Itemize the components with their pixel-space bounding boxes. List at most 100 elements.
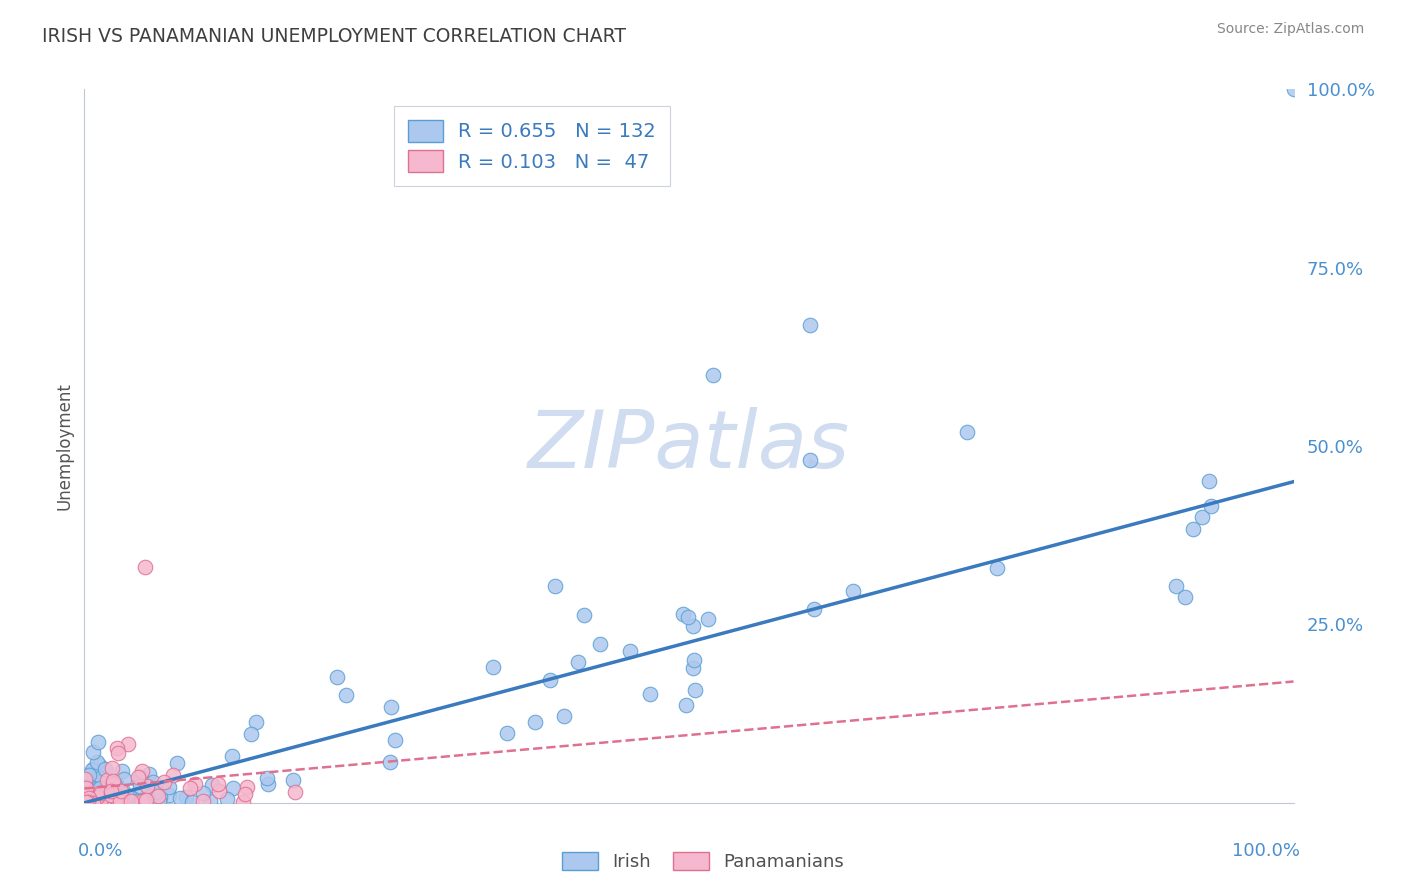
Point <box>89 772 111 786</box>
Text: ZIPatlas: ZIPatlas <box>527 407 851 485</box>
Point <box>482 660 505 674</box>
Point <box>496 725 519 739</box>
Point <box>524 714 547 729</box>
Point <box>112 791 135 805</box>
Point <box>120 794 142 808</box>
Point <box>77 767 100 781</box>
Point <box>75 794 97 808</box>
Point <box>378 755 401 769</box>
Point <box>675 698 697 712</box>
Point <box>1191 510 1213 524</box>
Point <box>682 661 704 675</box>
Point <box>107 746 129 760</box>
Point <box>107 792 129 806</box>
Point <box>75 795 97 809</box>
Point <box>76 790 98 805</box>
Point <box>75 781 97 796</box>
Point <box>683 682 706 697</box>
Point <box>166 756 188 771</box>
Point <box>114 796 136 810</box>
Point <box>135 792 157 806</box>
Point <box>174 789 197 804</box>
Point <box>77 793 100 807</box>
Point <box>153 774 176 789</box>
Point <box>91 786 114 800</box>
Point <box>94 762 117 776</box>
Point <box>96 773 118 788</box>
Point <box>128 779 150 793</box>
Point <box>104 775 127 789</box>
Point <box>125 794 148 808</box>
Text: Source: ZipAtlas.com: Source: ZipAtlas.com <box>1216 22 1364 37</box>
Point <box>82 796 104 810</box>
Point <box>80 793 103 807</box>
Point <box>98 790 121 805</box>
Point <box>83 772 105 787</box>
Point <box>682 618 704 632</box>
Point <box>82 762 104 776</box>
Point <box>589 637 612 651</box>
Legend: R = 0.655   N = 132, R = 0.103   N =  47: R = 0.655 N = 132, R = 0.103 N = 47 <box>394 106 669 186</box>
Point <box>215 792 238 806</box>
Point <box>283 773 305 788</box>
Point <box>143 788 166 802</box>
Point <box>553 709 575 723</box>
Point <box>89 786 111 800</box>
Point <box>538 673 561 687</box>
Point <box>111 795 134 809</box>
Point <box>135 790 157 805</box>
Point <box>90 791 112 805</box>
Point <box>89 780 111 795</box>
Point <box>100 784 122 798</box>
Point <box>77 782 100 797</box>
Point <box>1182 522 1205 536</box>
Point <box>245 714 267 729</box>
Point <box>101 761 124 775</box>
Point <box>75 772 97 786</box>
Point <box>201 778 224 792</box>
Point <box>90 793 112 807</box>
Point <box>83 781 105 796</box>
Point <box>76 792 98 806</box>
Point <box>87 795 110 809</box>
Point <box>101 776 124 790</box>
Point <box>191 795 214 809</box>
Point <box>104 793 127 807</box>
Point <box>76 792 98 806</box>
Point <box>120 790 142 805</box>
Point <box>200 794 222 808</box>
Point <box>79 783 101 797</box>
Point <box>335 688 357 702</box>
Point <box>93 794 115 808</box>
Point <box>75 795 97 809</box>
Point <box>128 770 150 784</box>
Point <box>179 780 201 795</box>
Point <box>73 781 96 796</box>
Point <box>380 699 402 714</box>
Point <box>676 610 699 624</box>
Text: 100.0%: 100.0% <box>1232 842 1299 860</box>
Point <box>136 789 159 804</box>
Point <box>1282 82 1305 96</box>
Point <box>131 794 153 808</box>
Point <box>100 794 122 808</box>
Point <box>145 785 167 799</box>
Point <box>76 795 98 809</box>
Point <box>82 791 104 805</box>
Point <box>111 791 134 805</box>
Point <box>104 790 127 805</box>
Point <box>149 790 172 805</box>
Point <box>98 785 121 799</box>
Point <box>101 774 124 789</box>
Point <box>79 790 101 805</box>
Point <box>207 777 229 791</box>
Point <box>157 780 180 794</box>
Point <box>233 787 256 801</box>
Point <box>98 781 121 796</box>
Point <box>221 748 243 763</box>
Point <box>86 789 108 804</box>
Point <box>184 777 207 791</box>
Point <box>89 789 111 803</box>
Point <box>208 783 231 797</box>
Point <box>117 789 139 803</box>
